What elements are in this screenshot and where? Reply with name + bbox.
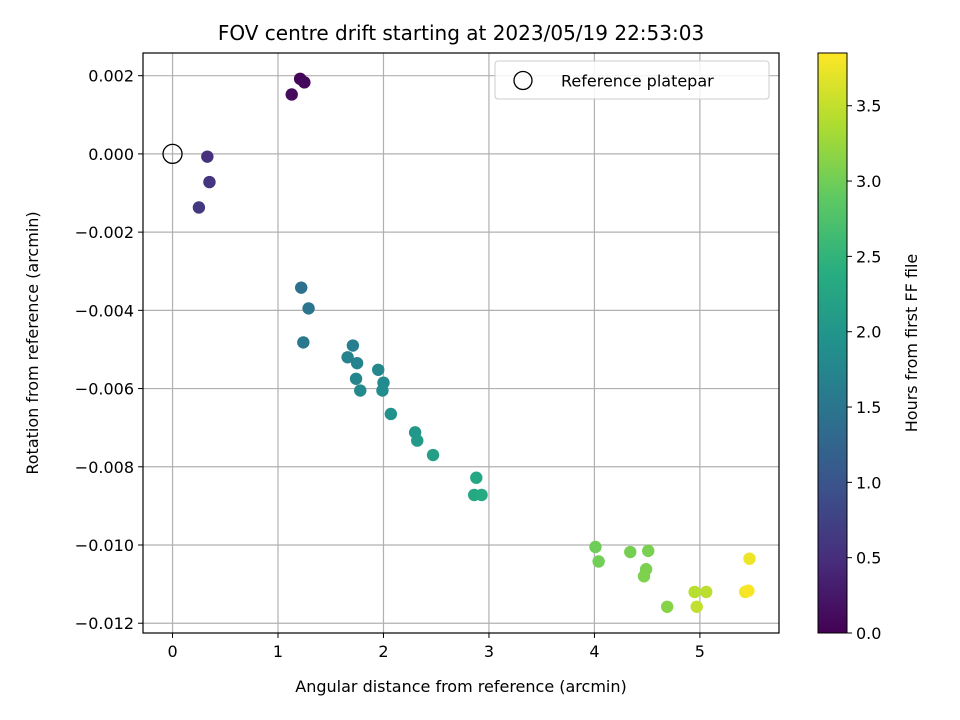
data-point bbox=[302, 302, 315, 315]
colorbar-ticks: 0.0 0.5 1.0 1.5 2.0 2.5 3.0 3.5 bbox=[847, 97, 881, 643]
y-tick-label: −0.008 bbox=[75, 458, 134, 477]
data-point bbox=[298, 76, 311, 89]
x-tick-label: 3 bbox=[484, 642, 494, 661]
colorbar-tick-label: 2.0 bbox=[856, 323, 881, 342]
data-point bbox=[589, 540, 602, 554]
data-point bbox=[297, 336, 310, 349]
colorbar-gradient bbox=[817, 52, 848, 634]
colorbar-tick-label: 1.5 bbox=[856, 398, 881, 417]
colorbar-tick-label: 2.5 bbox=[856, 247, 881, 266]
legend-entry-reference-platepar: Reference platepar bbox=[561, 72, 714, 91]
data-point bbox=[690, 600, 703, 613]
colorbar-tick-label: 1.0 bbox=[856, 473, 881, 492]
data-point bbox=[475, 488, 488, 502]
reference-platepar-marker bbox=[162, 143, 183, 165]
data-point bbox=[372, 363, 385, 376]
data-point bbox=[642, 544, 655, 558]
data-point bbox=[203, 175, 216, 189]
x-tick-label: 5 bbox=[695, 642, 705, 661]
colorbar-tick-label: 0.5 bbox=[856, 549, 881, 568]
data-point bbox=[637, 570, 651, 583]
data-point bbox=[742, 584, 755, 597]
y-axis-label: Rotation from reference (arcmin) bbox=[23, 211, 42, 474]
grid bbox=[143, 53, 779, 633]
data-point bbox=[376, 384, 389, 397]
data-point bbox=[470, 471, 483, 484]
x-tick-label: 4 bbox=[589, 642, 599, 661]
data-point bbox=[660, 600, 674, 613]
data-point bbox=[592, 555, 605, 568]
y-tick-label: −0.002 bbox=[75, 223, 134, 242]
data-point bbox=[688, 585, 701, 599]
data-point bbox=[384, 407, 398, 421]
data-point bbox=[426, 448, 440, 462]
legend-marker-reference bbox=[513, 70, 533, 91]
data-point bbox=[192, 201, 206, 214]
chart-title: FOV centre drift starting at 2023/05/19 … bbox=[218, 21, 704, 45]
colorbar: 0.0 0.5 1.0 1.5 2.0 2.5 3.0 3.5 Hours from firs… bbox=[817, 52, 921, 643]
data-point bbox=[700, 585, 713, 599]
y-tick-label: 0.000 bbox=[88, 145, 134, 164]
y-tick-label: −0.012 bbox=[75, 614, 134, 633]
data-point bbox=[341, 351, 354, 364]
data-point bbox=[624, 545, 637, 559]
colorbar-tick-label: 3.0 bbox=[856, 172, 881, 191]
legend: Reference platepar bbox=[494, 60, 770, 100]
data-point bbox=[346, 339, 360, 352]
colorbar-tick-label: 0.0 bbox=[856, 624, 881, 643]
x-axis-ticks: 0 1 2 3 4 5 bbox=[167, 633, 705, 661]
colorbar-tick-label: 3.5 bbox=[856, 97, 881, 116]
data-point bbox=[354, 384, 367, 397]
data-point bbox=[295, 281, 308, 294]
data-point bbox=[285, 88, 298, 101]
data-point bbox=[743, 552, 756, 565]
x-tick-label: 1 bbox=[273, 642, 283, 661]
data-points bbox=[162, 72, 756, 613]
data-point bbox=[201, 150, 214, 163]
x-tick-label: 2 bbox=[378, 642, 388, 661]
x-axis-label: Angular distance from reference (arcmin) bbox=[295, 677, 626, 696]
data-point bbox=[349, 372, 363, 385]
y-tick-label: −0.004 bbox=[75, 301, 134, 320]
data-point bbox=[411, 434, 424, 447]
data-point bbox=[350, 356, 364, 370]
y-tick-label: 0.002 bbox=[88, 67, 134, 86]
plot-frame bbox=[142, 52, 780, 634]
y-tick-label: −0.010 bbox=[75, 536, 134, 555]
colorbar-label: Hours from first FF file bbox=[902, 254, 921, 433]
x-tick-label: 0 bbox=[167, 642, 177, 661]
y-tick-label: −0.006 bbox=[75, 380, 134, 399]
legend-box bbox=[494, 60, 770, 100]
y-axis-ticks: 0.002 0.000 −0.002 −0.004 −0.006 −0.008 −0.010… bbox=[75, 67, 143, 633]
